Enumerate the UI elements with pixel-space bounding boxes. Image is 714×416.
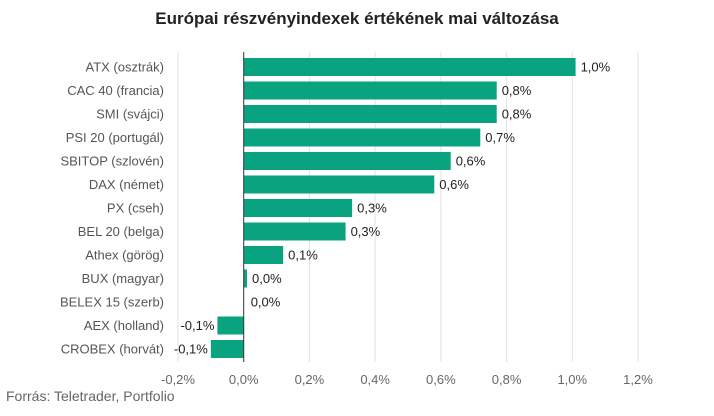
value-label: 0,8% [502, 107, 532, 122]
bar [243, 222, 346, 241]
bar [210, 340, 244, 358]
bars [210, 58, 576, 358]
source-note: Forrás: Teletrader, Portfolio [6, 388, 175, 404]
category-label: PSI 20 (portugál) [66, 130, 164, 145]
bar [243, 128, 481, 147]
category-label: ATX (osztrák) [86, 60, 165, 75]
value-label: 0,1% [288, 248, 318, 263]
x-tick-label: 1,2% [623, 372, 653, 387]
value-label: 0,6% [456, 154, 486, 169]
bar [243, 58, 576, 76]
x-tick-label: 0,2% [295, 372, 325, 387]
value-label: 0,6% [439, 177, 469, 192]
bar [243, 199, 353, 217]
category-label: SBITOP (szlovén) [60, 154, 164, 169]
x-axis-ticks: -0,2% 0,0% 0,2% 0,4% 0,6% 0,8% 1,0% 1,2% [161, 372, 653, 387]
x-tick-label: 0,0% [229, 372, 259, 387]
bar [243, 152, 451, 170]
bar [243, 105, 497, 123]
category-label: BEL 20 (belga) [78, 224, 164, 239]
grid-lines [177, 52, 639, 362]
category-label: PX (cseh) [107, 201, 164, 216]
bar [243, 81, 497, 100]
value-label: 0,8% [502, 83, 532, 98]
value-label: 0,3% [351, 224, 381, 239]
category-label: AEX (holland) [84, 318, 164, 333]
value-label: 1,0% [581, 60, 611, 75]
value-label: -0,1% [180, 318, 214, 333]
bar [243, 175, 435, 194]
category-label: BELEX 15 (szerb) [60, 295, 164, 310]
bar [217, 316, 244, 335]
category-label: DAX (német) [89, 177, 164, 192]
x-tick-label: 1,0% [557, 372, 587, 387]
category-label: Athex (görög) [85, 248, 164, 263]
x-tick-label: 0,4% [360, 372, 390, 387]
value-label: -0,1% [174, 342, 208, 357]
x-tick-label: -0,2% [161, 372, 195, 387]
value-label: 0,0% [251, 295, 281, 310]
category-label: SMI (svájci) [96, 107, 164, 122]
bar [243, 269, 247, 288]
value-label: 0,7% [485, 130, 515, 145]
value-labels: 1,0% 0,8% 0,8% 0,7% 0,6% 0,6% 0,3% 0,3% 0,1% 0,0%… [174, 60, 611, 357]
value-label: 0,0% [252, 271, 282, 286]
x-tick-label: 0,8% [492, 372, 522, 387]
bar [243, 246, 284, 264]
x-tick-label: 0,6% [426, 372, 456, 387]
value-label: 0,3% [357, 201, 387, 216]
category-label: BUX (magyar) [82, 271, 164, 286]
chart-title: Európai részvényindexek értékének mai vá… [155, 9, 559, 28]
category-label: CROBEX (horvát) [61, 342, 164, 357]
category-label: CAC 40 (francia) [67, 83, 164, 98]
category-labels: ATX (osztrák) CAC 40 (francia) SMI (svájci… [60, 60, 164, 357]
